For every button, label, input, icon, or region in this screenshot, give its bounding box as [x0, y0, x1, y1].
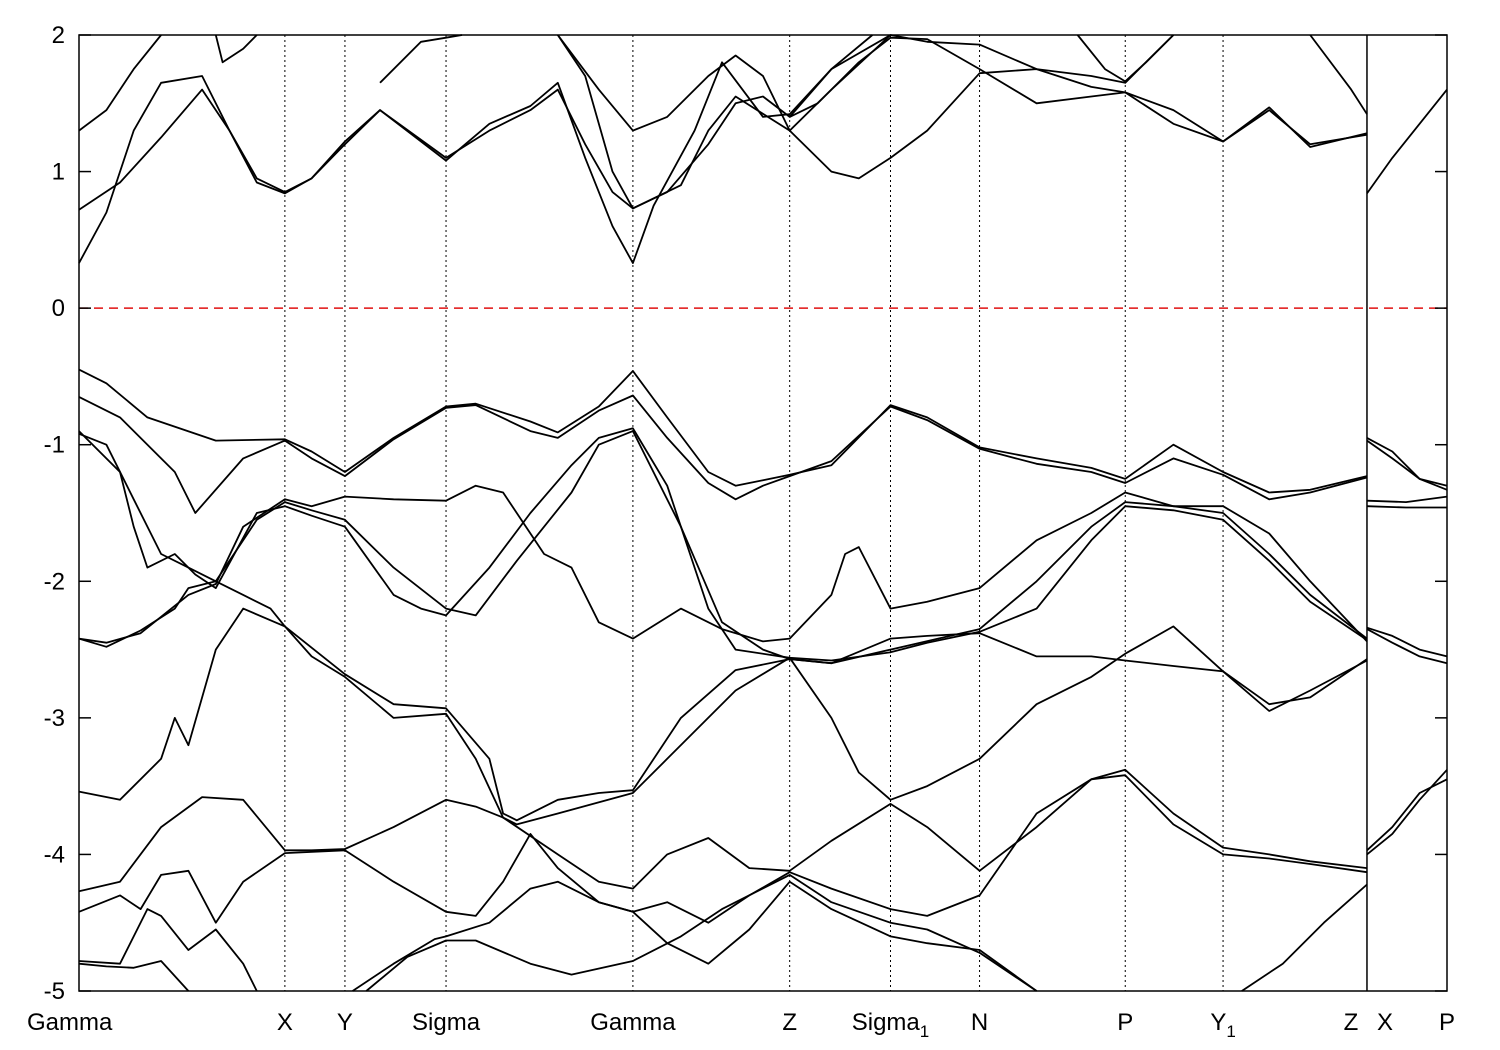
band-line	[1076, 34, 1175, 83]
band-line	[78, 34, 162, 132]
axes	[78, 34, 1448, 992]
y-tick-label: 2	[52, 22, 65, 49]
y-tick-label: -2	[44, 568, 65, 595]
band-line	[1366, 439, 1448, 491]
band-line	[1309, 34, 1368, 115]
band-lines	[78, 34, 1448, 992]
band-line	[78, 768, 1368, 893]
band-line	[78, 368, 1368, 494]
band-line	[78, 430, 1368, 665]
band-line	[78, 34, 1175, 264]
y-tick-label: -5	[44, 978, 65, 1005]
kpoint-label: N	[971, 1009, 988, 1036]
band-line	[78, 394, 1368, 514]
band-line	[78, 607, 1368, 826]
band-line	[78, 484, 1368, 644]
y-tick-label: -4	[44, 841, 65, 868]
band-line	[78, 908, 258, 992]
band-line	[352, 880, 1038, 992]
kpoint-label: Sigma	[412, 1009, 481, 1036]
y-tick-label: 1	[52, 159, 65, 186]
kpoint-label: Sigma1	[852, 1009, 930, 1041]
band-line	[557, 34, 892, 132]
kpoint-label: P	[1117, 1009, 1133, 1036]
kpoint-label: X	[277, 1009, 293, 1036]
kpoint-label: X	[1377, 1009, 1393, 1036]
kpoint-label: Y1	[1210, 1009, 1235, 1041]
band-line	[1366, 495, 1448, 503]
band-line	[1241, 883, 1368, 992]
band-line	[1366, 505, 1447, 509]
band-line	[214, 34, 258, 64]
band-line	[1366, 778, 1448, 851]
band-line	[789, 36, 1368, 146]
kpoint-label: P	[1439, 1009, 1455, 1036]
plot-area	[79, 35, 1447, 991]
band-line	[365, 874, 1038, 992]
band-line	[78, 960, 190, 992]
band-line	[379, 34, 463, 84]
band-line	[1366, 437, 1448, 487]
kpoint-label: Gamma	[27, 1009, 113, 1036]
kpoint-label: Gamma	[590, 1009, 676, 1036]
band-line	[557, 34, 873, 210]
kpoint-label: Y	[337, 1009, 353, 1036]
plot-frame	[78, 34, 1448, 992]
y-tick-label: -3	[44, 705, 65, 732]
band-line	[1366, 626, 1448, 658]
kpoint-label: Z	[782, 1009, 797, 1036]
kpoint-label: Z	[1344, 1009, 1359, 1036]
band-line	[1366, 628, 1448, 665]
band-line	[1366, 769, 1448, 856]
y-tick-label: 0	[52, 295, 65, 322]
tick-labels: -5 -4 -3 -2 -1 0 1 2 Gamma X Y Sigma Gamma Z Sigma1 N P Y…	[27, 22, 1455, 1041]
band-line	[1366, 89, 1448, 194]
y-tick-label: -1	[44, 432, 65, 459]
band-line	[78, 580, 1368, 822]
